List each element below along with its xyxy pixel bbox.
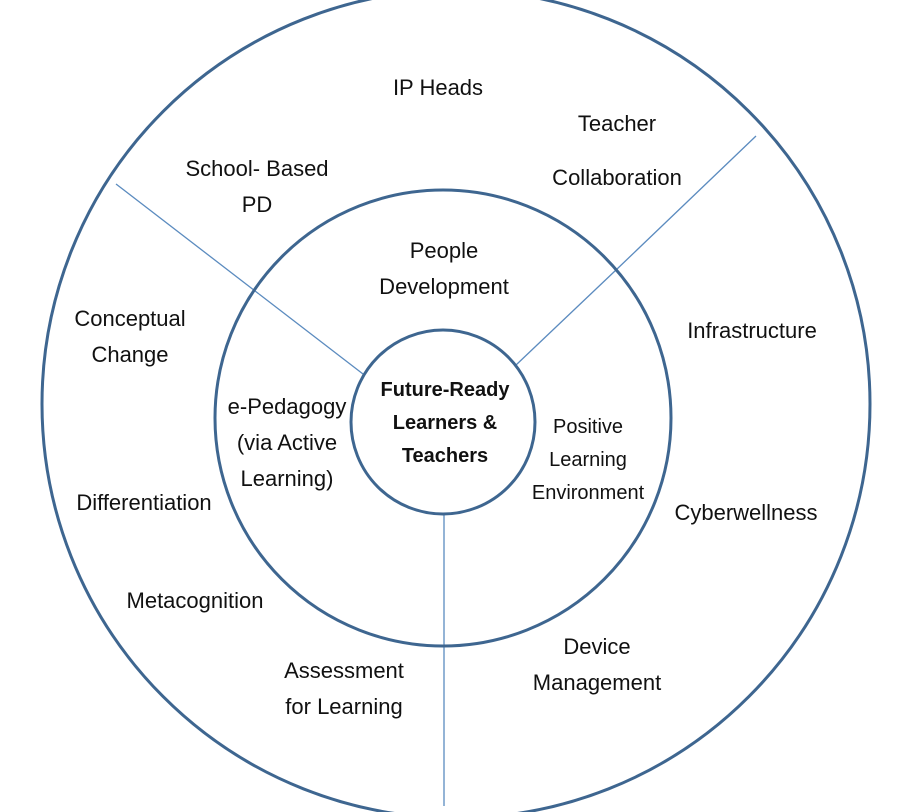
conceptual-change-line-2: Change (91, 342, 169, 367)
cyberwellness-text: Cyberwellness (674, 500, 818, 525)
conceptual-change-label: Conceptual Change (74, 301, 185, 373)
center-label: Future-Ready Learners & Teachers (381, 374, 510, 473)
differentiation-label: Differentiation (76, 485, 211, 521)
assessment-line-1: Assessment (284, 658, 404, 683)
cyberwellness-label: Cyberwellness (674, 495, 817, 531)
ip-heads-text: IP Heads (392, 75, 484, 100)
differentiation-text: Differentiation (76, 490, 212, 515)
environment-line-1: Positive (552, 416, 624, 438)
metacognition-label: Metacognition (127, 583, 264, 619)
people-line-1: People (409, 238, 479, 263)
environment-line-2: Learning (549, 449, 627, 471)
teacher-collaboration-line-2: Collaboration (552, 165, 682, 190)
pedagogy-line-1: e-Pedagogy (227, 394, 347, 419)
divider-upper-left-inner (258, 293, 364, 375)
divider-upper-right-inner (515, 269, 617, 366)
device-management-label: Device Management (533, 629, 661, 701)
ip-heads-label: IP Heads (393, 70, 483, 106)
divider-upper-right-outer (615, 135, 757, 271)
school-based-pd-line-2: PD (241, 192, 273, 217)
device-management-line-1: Device (563, 634, 631, 659)
pedagogy-line-2: (via Active (236, 430, 338, 455)
environment-line-3: Environment (531, 482, 645, 504)
teacher-collaboration-line-1: Teacher (577, 111, 657, 136)
center-circle (349, 328, 537, 516)
center-line-1: Future-Ready (380, 379, 510, 401)
metacognition-text: Metacognition (126, 588, 264, 613)
school-based-pd-line-1: School- Based (185, 156, 329, 181)
conceptual-change-line-1: Conceptual (74, 306, 186, 331)
infrastructure-text: Infrastructure (687, 318, 817, 343)
school-based-pd-label: School- Based PD (185, 151, 328, 223)
outer-ring (40, 0, 872, 812)
middle-ring (213, 188, 673, 648)
assessment-line-2: for Learning (285, 694, 403, 719)
center-line-3: Teachers (401, 445, 489, 467)
e-pedagogy-label: e-Pedagogy (via Active Learning) (228, 389, 347, 497)
people-line-2: Development (379, 274, 509, 299)
people-development-label: People Development (379, 233, 509, 305)
infrastructure-label: Infrastructure (687, 313, 817, 349)
center-line-2: Learners & (392, 412, 498, 434)
device-management-line-2: Management (532, 670, 662, 695)
assessment-for-learning-label: Assessment for Learning (284, 653, 404, 725)
divider-upper-left-outer (115, 183, 260, 295)
pedagogy-line-3: Learning) (240, 466, 334, 491)
positive-learning-environment-label: Positive Learning Environment (532, 411, 644, 510)
teacher-collaboration-label: Teacher Collaboration (552, 97, 682, 205)
